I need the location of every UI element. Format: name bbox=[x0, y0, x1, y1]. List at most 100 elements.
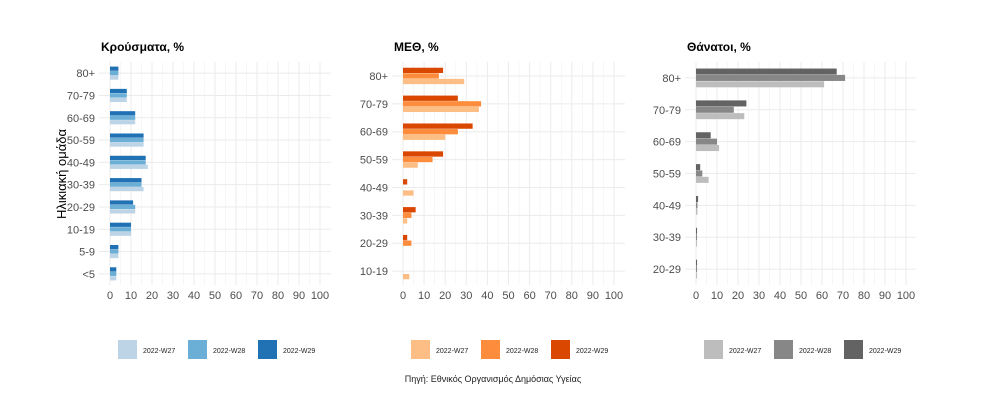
x-tick-label: 40 bbox=[481, 290, 493, 302]
x-tick-label: 20 bbox=[732, 290, 744, 302]
y-tick-label: 80+ bbox=[369, 71, 388, 83]
x-tick-label: 100 bbox=[605, 290, 623, 302]
bar bbox=[403, 67, 444, 74]
bar bbox=[110, 271, 117, 276]
y-tick-label: 70-79 bbox=[360, 99, 388, 111]
bar bbox=[110, 142, 144, 147]
y-tick-label: 50-59 bbox=[360, 155, 388, 167]
bar bbox=[403, 207, 416, 213]
x-tick-label: 80 bbox=[858, 290, 870, 302]
y-tick-label: 50-59 bbox=[653, 169, 681, 181]
x-tick-label: 20 bbox=[146, 290, 158, 302]
y-tick-label: 70-79 bbox=[653, 105, 681, 117]
y-tick-label: 10-19 bbox=[67, 224, 95, 236]
x-tick-label: 50 bbox=[502, 290, 514, 302]
legend-label: 2022-W27 bbox=[143, 348, 175, 355]
bar bbox=[403, 156, 433, 163]
bar bbox=[696, 272, 698, 279]
y-tick-label: 10-19 bbox=[360, 266, 388, 278]
x-tick-label: 20 bbox=[439, 290, 451, 302]
bar bbox=[696, 138, 717, 145]
bar bbox=[696, 176, 709, 183]
x-tick-label: 90 bbox=[879, 290, 891, 302]
y-tick-label: 80+ bbox=[76, 68, 95, 80]
bar bbox=[110, 249, 119, 254]
y-tick-label: 30-39 bbox=[360, 210, 388, 222]
x-tick-label: 60 bbox=[523, 290, 535, 302]
x-tick-label: 10 bbox=[418, 290, 430, 302]
legend-swatch bbox=[258, 340, 277, 359]
panel-title: Θάνατοι, % bbox=[687, 40, 751, 54]
bar bbox=[110, 97, 127, 103]
x-tick-label: 40 bbox=[774, 290, 786, 302]
bar bbox=[696, 74, 846, 81]
chart-panel-3: 0 10 20 30 40 50 60 70 80 90 100 80+ 70-79 60-69 50-59… bbox=[653, 40, 916, 359]
bar bbox=[696, 202, 698, 209]
bar bbox=[403, 234, 408, 241]
y-tick-label: 40-49 bbox=[653, 200, 681, 212]
bar bbox=[403, 240, 412, 246]
y-tick-label: 60-69 bbox=[67, 113, 95, 125]
bar bbox=[403, 218, 408, 224]
bar bbox=[110, 88, 127, 94]
x-tick-label: 10 bbox=[711, 290, 723, 302]
bar bbox=[696, 144, 720, 152]
bar bbox=[110, 182, 142, 187]
x-tick-label: 100 bbox=[311, 290, 329, 302]
x-tick-label: 10 bbox=[125, 290, 137, 302]
bar bbox=[696, 170, 703, 177]
bar bbox=[110, 66, 119, 71]
x-tick-label: 30 bbox=[753, 290, 765, 302]
legend-swatch bbox=[774, 340, 793, 359]
panel-title: ΜΕΘ, % bbox=[394, 40, 439, 54]
x-tick-label: 0 bbox=[400, 290, 406, 302]
bar bbox=[110, 267, 117, 272]
x-tick-label: 40 bbox=[188, 290, 200, 302]
bar bbox=[110, 227, 131, 232]
bar bbox=[696, 240, 698, 247]
legend-label: 2022-W27 bbox=[436, 348, 468, 355]
y-tick-label: 60-69 bbox=[360, 127, 388, 139]
bar bbox=[696, 132, 711, 139]
legend-label: 2022-W29 bbox=[283, 348, 315, 355]
bar bbox=[403, 212, 412, 218]
x-tick-label: 70 bbox=[545, 290, 557, 302]
legend-swatch bbox=[118, 340, 137, 359]
bar bbox=[110, 200, 134, 205]
bar bbox=[110, 93, 127, 98]
bar bbox=[403, 95, 458, 101]
y-tick-label: 70-79 bbox=[67, 90, 95, 102]
y-tick-label: 40-49 bbox=[67, 157, 95, 169]
x-tick-label: 30 bbox=[460, 290, 472, 302]
y-tick-label: 80+ bbox=[662, 73, 681, 85]
x-tick-label: 90 bbox=[293, 290, 305, 302]
bar bbox=[403, 106, 479, 113]
x-tick-label: 50 bbox=[795, 290, 807, 302]
bar bbox=[110, 71, 119, 76]
bar bbox=[110, 155, 146, 161]
bar bbox=[696, 266, 698, 273]
legend-label: 2022-W28 bbox=[506, 348, 538, 355]
bar bbox=[696, 227, 698, 234]
bar bbox=[696, 113, 745, 120]
bar bbox=[403, 101, 482, 107]
bar bbox=[110, 186, 144, 192]
legend-label: 2022-W27 bbox=[729, 348, 761, 355]
x-tick-label: 70 bbox=[837, 290, 849, 302]
x-tick-label: 70 bbox=[251, 290, 263, 302]
legend-swatch bbox=[481, 340, 500, 359]
x-tick-label: 80 bbox=[272, 290, 284, 302]
y-tick-label: 60-69 bbox=[653, 137, 681, 149]
bar bbox=[696, 164, 701, 171]
x-tick-label: 90 bbox=[587, 290, 599, 302]
bar bbox=[403, 134, 446, 140]
panel-title: Κρούσματα, % bbox=[101, 40, 184, 54]
bar bbox=[403, 162, 418, 168]
y-tick-label: 30-39 bbox=[67, 180, 95, 192]
bar bbox=[403, 151, 444, 157]
bar bbox=[696, 106, 734, 113]
legend-swatch bbox=[704, 340, 723, 359]
bar bbox=[110, 276, 117, 281]
